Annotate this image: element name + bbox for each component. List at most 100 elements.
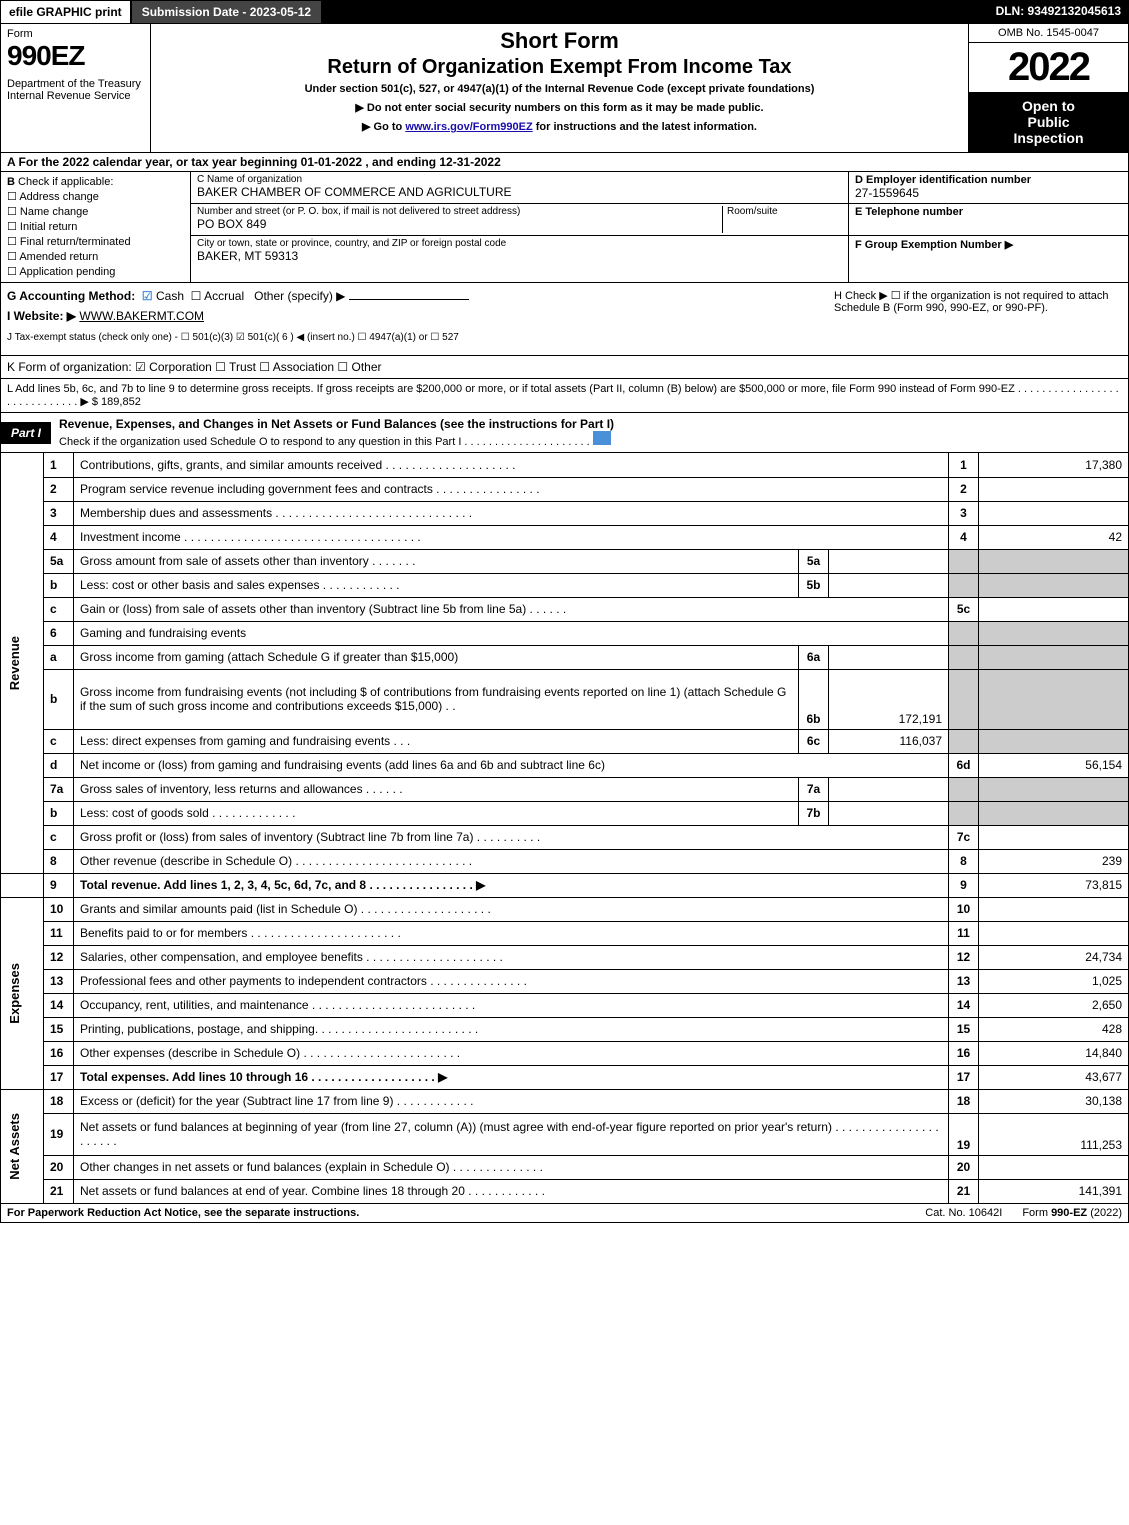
line-5c: c Gain or (loss) from sale of assets oth… bbox=[1, 597, 1129, 621]
l5a-sn: 5a bbox=[799, 549, 829, 573]
l7c-rnum: 7c bbox=[949, 825, 979, 849]
b-opt-address: ☐ Address change bbox=[7, 190, 184, 203]
line-11: 11 Benefits paid to or for members . . .… bbox=[1, 921, 1129, 945]
section-j: J Tax-exempt status (check only one) - ☐… bbox=[7, 329, 822, 343]
l2-desc: Program service revenue including govern… bbox=[74, 477, 949, 501]
line-3: 3 Membership dues and assessments . . . … bbox=[1, 501, 1129, 525]
l6c-rnum bbox=[949, 729, 979, 753]
l17-rnum: 17 bbox=[949, 1065, 979, 1089]
l4-desc: Investment income . . . . . . . . . . . … bbox=[74, 525, 949, 549]
c-addr-row: Number and street (or P. O. box, if mail… bbox=[191, 204, 848, 236]
expenses-side-label: Expenses bbox=[7, 963, 22, 1024]
l1-desc: Contributions, gifts, grants, and simila… bbox=[74, 453, 949, 477]
l7a-rnum bbox=[949, 777, 979, 801]
line-18: Net Assets 18 Excess or (deficit) for th… bbox=[1, 1089, 1129, 1113]
l20-rval bbox=[979, 1155, 1129, 1179]
l6c-sn: 6c bbox=[799, 729, 829, 753]
l9-desc-text: Total revenue. Add lines 1, 2, 3, 4, 5c,… bbox=[80, 878, 485, 892]
l5c-rval bbox=[979, 597, 1129, 621]
b-label: B bbox=[7, 176, 15, 188]
open-to-public: Open to Public Inspection bbox=[969, 92, 1128, 152]
section-c: C Name of organization BAKER CHAMBER OF … bbox=[191, 172, 848, 282]
i-value: WWW.BAKERMT.COM bbox=[79, 309, 204, 323]
l3-num: 3 bbox=[44, 501, 74, 525]
l5b-sv bbox=[829, 573, 949, 597]
b-opt-pending: ☐ Application pending bbox=[7, 265, 184, 278]
tax-year: 2022 bbox=[969, 43, 1128, 92]
b-opt-name: ☐ Name change bbox=[7, 205, 184, 218]
dept-label: Department of the Treasury Internal Reve… bbox=[7, 78, 144, 102]
l13-rval: 1,025 bbox=[979, 969, 1129, 993]
l2-rnum: 2 bbox=[949, 477, 979, 501]
b-opt-5-text: Application pending bbox=[19, 266, 115, 278]
l6c-sv: 116,037 bbox=[829, 729, 949, 753]
g-other-blank bbox=[349, 299, 469, 300]
l5a-sv bbox=[829, 549, 949, 573]
l21-rnum: 21 bbox=[949, 1179, 979, 1203]
line-19: 19 Net assets or fund balances at beginn… bbox=[1, 1113, 1129, 1155]
l8-desc: Other revenue (describe in Schedule O) .… bbox=[74, 849, 949, 873]
inspect-1: Open to bbox=[973, 98, 1124, 114]
l12-rval: 24,734 bbox=[979, 945, 1129, 969]
l18-rval: 30,138 bbox=[979, 1089, 1129, 1113]
section-i: I Website: ▶ WWW.BAKERMT.COM bbox=[7, 309, 822, 323]
l15-rval: 428 bbox=[979, 1017, 1129, 1041]
part-1-header: Part I Revenue, Expenses, and Changes in… bbox=[0, 413, 1129, 453]
b-opt-3-text: Final return/terminated bbox=[20, 236, 131, 248]
gh-left: G Accounting Method: ☑ Cash ☐ Accrual Ot… bbox=[1, 283, 828, 355]
l12-num: 12 bbox=[44, 945, 74, 969]
l6a-sn: 6a bbox=[799, 645, 829, 669]
l9-num: 9 bbox=[44, 873, 74, 897]
top-bar: efile GRAPHIC print Submission Date - 20… bbox=[0, 0, 1129, 24]
line-7b: b Less: cost of goods sold . . . . . . .… bbox=[1, 801, 1129, 825]
line-20: 20 Other changes in net assets or fund b… bbox=[1, 1155, 1129, 1179]
line-12: 12 Salaries, other compensation, and emp… bbox=[1, 945, 1129, 969]
section-def: D Employer identification number 27-1559… bbox=[848, 172, 1128, 282]
l13-rnum: 13 bbox=[949, 969, 979, 993]
irs-link[interactable]: www.irs.gov/Form990EZ bbox=[405, 121, 532, 133]
l18-desc: Excess or (deficit) for the year (Subtra… bbox=[74, 1089, 949, 1113]
l14-num: 14 bbox=[44, 993, 74, 1017]
l6a-num: a bbox=[44, 645, 74, 669]
l6c-desc: Less: direct expenses from gaming and fu… bbox=[74, 729, 799, 753]
l16-num: 16 bbox=[44, 1041, 74, 1065]
line-6b: b Gross income from fundraising events (… bbox=[1, 669, 1129, 729]
b-opt-2-text: Initial return bbox=[20, 221, 77, 233]
l11-num: 11 bbox=[44, 921, 74, 945]
l5a-desc: Gross amount from sale of assets other t… bbox=[74, 549, 799, 573]
l10-num: 10 bbox=[44, 897, 74, 921]
l11-rnum: 11 bbox=[949, 921, 979, 945]
f-row: F Group Exemption Number ▶ bbox=[849, 236, 1128, 282]
page-footer: For Paperwork Reduction Act Notice, see … bbox=[0, 1204, 1129, 1223]
l15-num: 15 bbox=[44, 1017, 74, 1041]
part-1-title-wrap: Revenue, Expenses, and Changes in Net As… bbox=[51, 413, 1128, 452]
line-1: Revenue 1 Contributions, gifts, grants, … bbox=[1, 453, 1129, 477]
line-6: 6 Gaming and fundraising events bbox=[1, 621, 1129, 645]
l6b-rnum bbox=[949, 669, 979, 729]
l6a-rnum bbox=[949, 645, 979, 669]
l11-rval bbox=[979, 921, 1129, 945]
l-value: 189,852 bbox=[101, 396, 141, 408]
l21-num: 21 bbox=[44, 1179, 74, 1203]
section-g: G Accounting Method: ☑ Cash ☐ Accrual Ot… bbox=[7, 289, 822, 303]
b-opt-1-text: Name change bbox=[20, 206, 89, 218]
l5b-num: b bbox=[44, 573, 74, 597]
l19-desc: Net assets or fund balances at beginning… bbox=[74, 1113, 949, 1155]
l2-rval bbox=[979, 477, 1129, 501]
c-city-value: BAKER, MT 59313 bbox=[197, 249, 842, 263]
l11-desc: Benefits paid to or for members . . . . … bbox=[74, 921, 949, 945]
l8-num: 8 bbox=[44, 849, 74, 873]
footer-right: Form 990-EZ (2022) bbox=[1022, 1207, 1122, 1219]
l6d-rnum: 6d bbox=[949, 753, 979, 777]
l7c-num: c bbox=[44, 825, 74, 849]
part-1-table: Revenue 1 Contributions, gifts, grants, … bbox=[0, 453, 1129, 1204]
footer-right-pre: Form bbox=[1022, 1207, 1051, 1219]
part-1-title: Revenue, Expenses, and Changes in Net As… bbox=[59, 417, 614, 431]
l8-rval: 239 bbox=[979, 849, 1129, 873]
l7a-rval bbox=[979, 777, 1129, 801]
goto-pre: ▶ Go to bbox=[362, 121, 405, 133]
l14-rnum: 14 bbox=[949, 993, 979, 1017]
g-accrual: Accrual bbox=[204, 289, 244, 303]
title-return: Return of Organization Exempt From Incom… bbox=[157, 56, 962, 79]
l3-rnum: 3 bbox=[949, 501, 979, 525]
